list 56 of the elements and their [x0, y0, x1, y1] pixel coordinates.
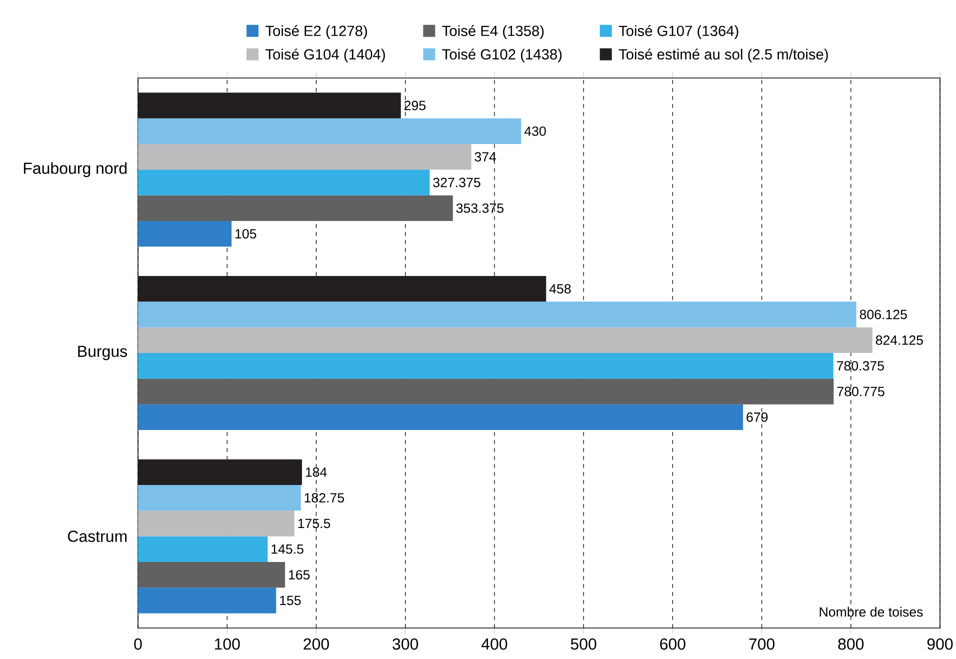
data-label: 458: [549, 284, 571, 294]
legend-label: Toisé estimé au sol (2.5 m/toise): [618, 48, 828, 62]
x-tick-label: 0: [134, 638, 142, 650]
data-label: 145.5: [272, 544, 304, 554]
y-tick-label: Castrum: [68, 530, 127, 542]
data-label: 780.375: [837, 361, 884, 371]
legend-label: Toisé G104 (1404): [266, 48, 385, 62]
legend-label: Toisé E4 (1358): [442, 25, 544, 39]
legend-label: Toisé G107 (1364): [618, 25, 738, 39]
x-tick-label: 100: [214, 638, 240, 650]
x-tick-label: 700: [749, 638, 774, 650]
legend-label: Toisé E2 (1278): [266, 25, 367, 39]
data-label: 353.375: [456, 203, 504, 213]
y-tick-label: Faubourg nord: [24, 162, 127, 178]
bar: [138, 459, 302, 485]
bar: [138, 195, 453, 221]
bar: [138, 352, 834, 379]
bar: [138, 170, 430, 196]
y-tick-label: Burgus: [78, 346, 128, 360]
data-label: 430: [524, 126, 546, 136]
bar: [138, 588, 276, 614]
data-label: 105: [236, 229, 256, 239]
data-label: 175.5: [298, 518, 330, 528]
x-axis-title: Nombre de toises: [820, 606, 923, 617]
data-label: 295: [404, 100, 426, 110]
bar: [138, 118, 522, 144]
bar: [138, 302, 856, 328]
bar: [138, 562, 286, 588]
data-label: 806.125: [860, 310, 907, 320]
x-tick-label: 800: [838, 638, 864, 650]
data-label: 824.125: [876, 335, 923, 345]
data-label: 374: [474, 152, 496, 162]
x-tick-label: 300: [392, 638, 418, 650]
bar: [138, 536, 268, 562]
x-tick-label: 600: [660, 638, 686, 650]
data-label: 780.775: [837, 386, 884, 396]
x-tick-label: 900: [927, 638, 953, 650]
bar: [138, 404, 744, 430]
bar: [138, 510, 294, 536]
x-tick-label: 400: [481, 638, 508, 650]
bar: [138, 378, 834, 404]
data-label: 182.75: [304, 493, 344, 503]
data-label: 679: [746, 412, 768, 422]
data-label: 184: [306, 467, 327, 477]
bar: [138, 276, 546, 302]
x-tick-label: 500: [570, 638, 596, 650]
bar: [138, 484, 301, 511]
x-tick-label: 200: [304, 638, 329, 650]
bar: [138, 327, 872, 353]
legend-label: Toisé G102 (1438): [442, 48, 562, 62]
bar: [138, 220, 232, 247]
data-label: 155: [280, 596, 301, 606]
data-label: 165: [288, 570, 310, 580]
bar: [138, 144, 472, 170]
bar: [138, 92, 401, 118]
data-label: 327.375: [433, 178, 480, 188]
